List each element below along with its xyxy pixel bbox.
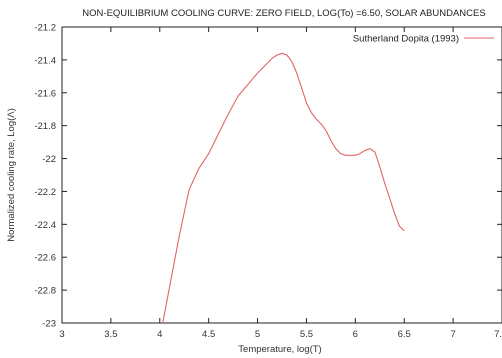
x-tick-label: 3 xyxy=(59,329,64,340)
x-tick-label: 4 xyxy=(157,329,162,340)
y-tick-label: -23 xyxy=(42,319,56,330)
data-point xyxy=(272,58,273,59)
data-point xyxy=(330,140,331,141)
legend-label: Sutherland Dopita (1993) xyxy=(353,34,459,45)
data-point xyxy=(301,87,302,88)
x-tick-label: 4.5 xyxy=(202,329,215,340)
plot-frame xyxy=(61,26,502,324)
data-point xyxy=(345,155,346,156)
data-point xyxy=(291,61,292,62)
y-axis-label: Normalized cooling rate, Log(Λ) xyxy=(6,108,17,242)
series-line-0 xyxy=(162,52,405,324)
data-point xyxy=(162,323,163,324)
data-point xyxy=(316,119,317,120)
chart-title: NON-EQUILIBRIUM COOLING CURVE: ZERO FIEL… xyxy=(82,8,485,19)
data-point xyxy=(326,130,327,131)
x-tick-label: 6.5 xyxy=(398,329,411,340)
y-tick-label: -22.6 xyxy=(34,253,56,264)
x-axis-label: Temperature, log(T) xyxy=(238,344,321,355)
data-point xyxy=(282,53,283,54)
data-point xyxy=(311,112,312,113)
y-tick-label: -21.2 xyxy=(34,23,56,34)
y-tick-label: -21.4 xyxy=(34,55,56,66)
data-point xyxy=(394,212,395,213)
x-tick-label: 5.5 xyxy=(300,329,313,340)
legend: Sutherland Dopita (1993) xyxy=(353,34,494,45)
data-point xyxy=(257,73,258,74)
data-point xyxy=(355,155,356,156)
y-tick-label: -22.4 xyxy=(34,220,56,231)
data-point xyxy=(238,96,239,97)
y-tick-label: -21.6 xyxy=(34,88,56,99)
data-point xyxy=(247,84,248,85)
data-point xyxy=(379,166,380,167)
data-point xyxy=(335,148,336,149)
x-tick-label: 7 xyxy=(450,329,455,340)
data-point xyxy=(384,183,385,184)
data-point xyxy=(277,55,278,56)
data-point xyxy=(189,189,190,190)
data-point xyxy=(389,198,390,199)
y-tick-label: -22.2 xyxy=(34,187,56,198)
data-point xyxy=(370,148,371,149)
data-point xyxy=(208,153,209,154)
data-point xyxy=(404,230,405,231)
x-tick-label: 5 xyxy=(255,329,260,340)
data-point xyxy=(267,63,268,64)
data-point xyxy=(198,168,199,169)
data-point xyxy=(360,153,361,154)
data-point xyxy=(286,55,287,56)
x-tick-label: 6 xyxy=(353,329,358,340)
data-point xyxy=(321,124,322,125)
data-point xyxy=(169,286,170,287)
data-point xyxy=(306,102,307,103)
x-tick-label: 3.5 xyxy=(104,329,117,340)
x-tick-label: 7. xyxy=(494,329,502,340)
y-tick-label: -22.8 xyxy=(34,286,56,297)
data-point xyxy=(365,150,366,151)
data-point xyxy=(350,155,351,156)
data-point xyxy=(340,153,341,154)
data-point xyxy=(179,235,180,236)
data-point xyxy=(296,73,297,74)
data-point xyxy=(374,152,375,153)
data-point xyxy=(399,226,400,227)
data-point xyxy=(218,133,219,134)
y-tick-label: -21.8 xyxy=(34,121,56,132)
y-tick-label: -22 xyxy=(42,154,56,165)
data-point xyxy=(228,114,229,115)
